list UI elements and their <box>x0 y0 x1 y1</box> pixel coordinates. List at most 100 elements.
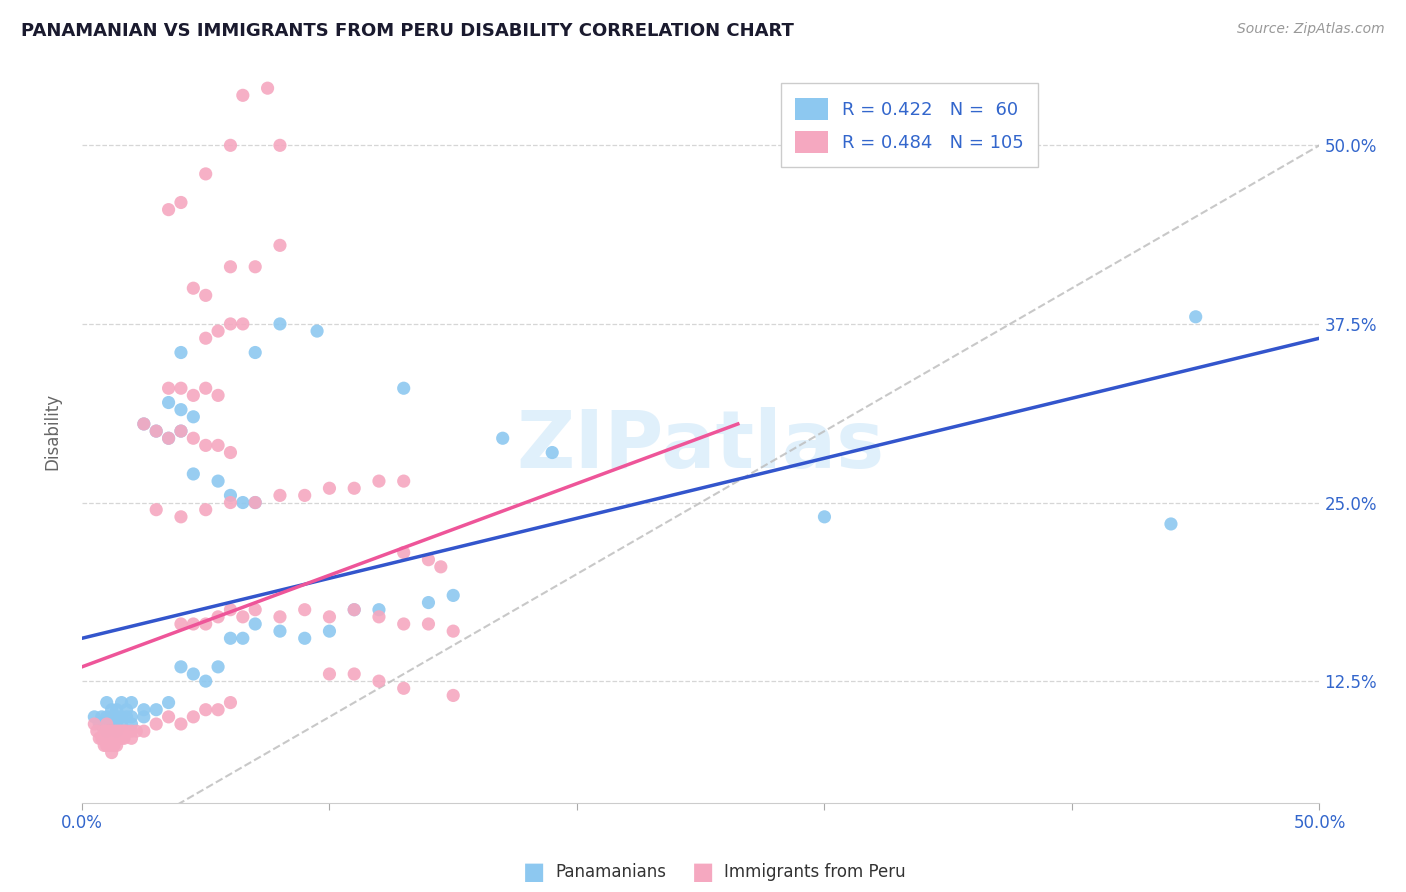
Point <box>194 331 217 345</box>
Point <box>105 724 128 739</box>
Point <box>368 603 391 617</box>
Point <box>83 717 105 731</box>
Point <box>96 724 118 739</box>
Point <box>96 724 118 739</box>
Point <box>232 88 254 103</box>
Point <box>90 710 112 724</box>
Point <box>207 438 229 452</box>
Point <box>157 381 180 395</box>
Point <box>245 260 267 274</box>
Point <box>103 731 125 746</box>
Point <box>100 717 122 731</box>
Point <box>418 617 440 632</box>
Point <box>120 724 142 739</box>
Point <box>245 617 267 632</box>
Point <box>441 589 464 603</box>
Point <box>157 710 180 724</box>
Point <box>98 731 121 746</box>
Point <box>269 138 291 153</box>
Point <box>110 724 132 739</box>
Point <box>96 710 118 724</box>
Point <box>157 431 180 445</box>
Point <box>145 424 167 438</box>
Point <box>96 731 118 746</box>
Y-axis label: Disability: Disability <box>44 392 60 470</box>
Point <box>145 502 167 516</box>
Point <box>183 388 205 402</box>
Point <box>93 739 115 753</box>
Point <box>343 667 366 681</box>
Point <box>100 710 122 724</box>
Point <box>392 617 415 632</box>
Text: Immigrants from Peru: Immigrants from Peru <box>724 863 905 881</box>
Point <box>318 667 340 681</box>
Point <box>105 739 128 753</box>
Point <box>183 617 205 632</box>
Point <box>318 481 340 495</box>
Point <box>219 632 242 646</box>
Point <box>194 617 217 632</box>
Point <box>441 624 464 639</box>
Point <box>90 731 112 746</box>
Point <box>132 417 155 431</box>
Point <box>269 624 291 639</box>
Point <box>343 603 366 617</box>
Point <box>269 488 291 502</box>
Point <box>112 724 135 739</box>
Point <box>392 381 415 395</box>
Point <box>157 202 180 217</box>
Point <box>492 431 515 445</box>
Point <box>1160 516 1182 531</box>
Point <box>343 603 366 617</box>
Point <box>120 696 142 710</box>
Point <box>392 681 415 696</box>
Point <box>194 381 217 395</box>
Point <box>132 710 155 724</box>
Point <box>120 731 142 746</box>
Point <box>100 703 122 717</box>
Point <box>219 260 242 274</box>
Point <box>207 660 229 674</box>
Point <box>269 238 291 252</box>
Point <box>132 703 155 717</box>
Point <box>368 610 391 624</box>
Point <box>256 81 278 95</box>
Point <box>105 710 128 724</box>
Point <box>105 731 128 746</box>
Text: ZIPatlas: ZIPatlas <box>516 407 884 485</box>
Point <box>232 495 254 509</box>
Point <box>170 345 193 359</box>
Point <box>89 717 111 731</box>
Point <box>207 610 229 624</box>
Point <box>430 559 453 574</box>
Point <box>157 395 180 409</box>
Point <box>125 724 148 739</box>
Point <box>269 610 291 624</box>
Point <box>86 724 108 739</box>
Point <box>115 710 138 724</box>
Point <box>245 495 267 509</box>
Point <box>294 488 316 502</box>
Point <box>145 424 167 438</box>
Point <box>96 717 118 731</box>
Point <box>103 724 125 739</box>
Point <box>318 624 340 639</box>
Text: Panamanians: Panamanians <box>555 863 666 881</box>
Point <box>145 717 167 731</box>
Point <box>105 703 128 717</box>
Point <box>170 717 193 731</box>
Point <box>307 324 329 338</box>
Point <box>145 703 167 717</box>
Point <box>96 717 118 731</box>
Point <box>112 731 135 746</box>
Point <box>194 438 217 452</box>
Point <box>96 739 118 753</box>
Point <box>89 731 111 746</box>
Text: ■: ■ <box>523 861 546 884</box>
Point <box>183 710 205 724</box>
Point <box>100 746 122 760</box>
Text: PANAMANIAN VS IMMIGRANTS FROM PERU DISABILITY CORRELATION CHART: PANAMANIAN VS IMMIGRANTS FROM PERU DISAB… <box>21 22 794 40</box>
Point <box>219 495 242 509</box>
Point <box>103 739 125 753</box>
Point <box>100 731 122 746</box>
